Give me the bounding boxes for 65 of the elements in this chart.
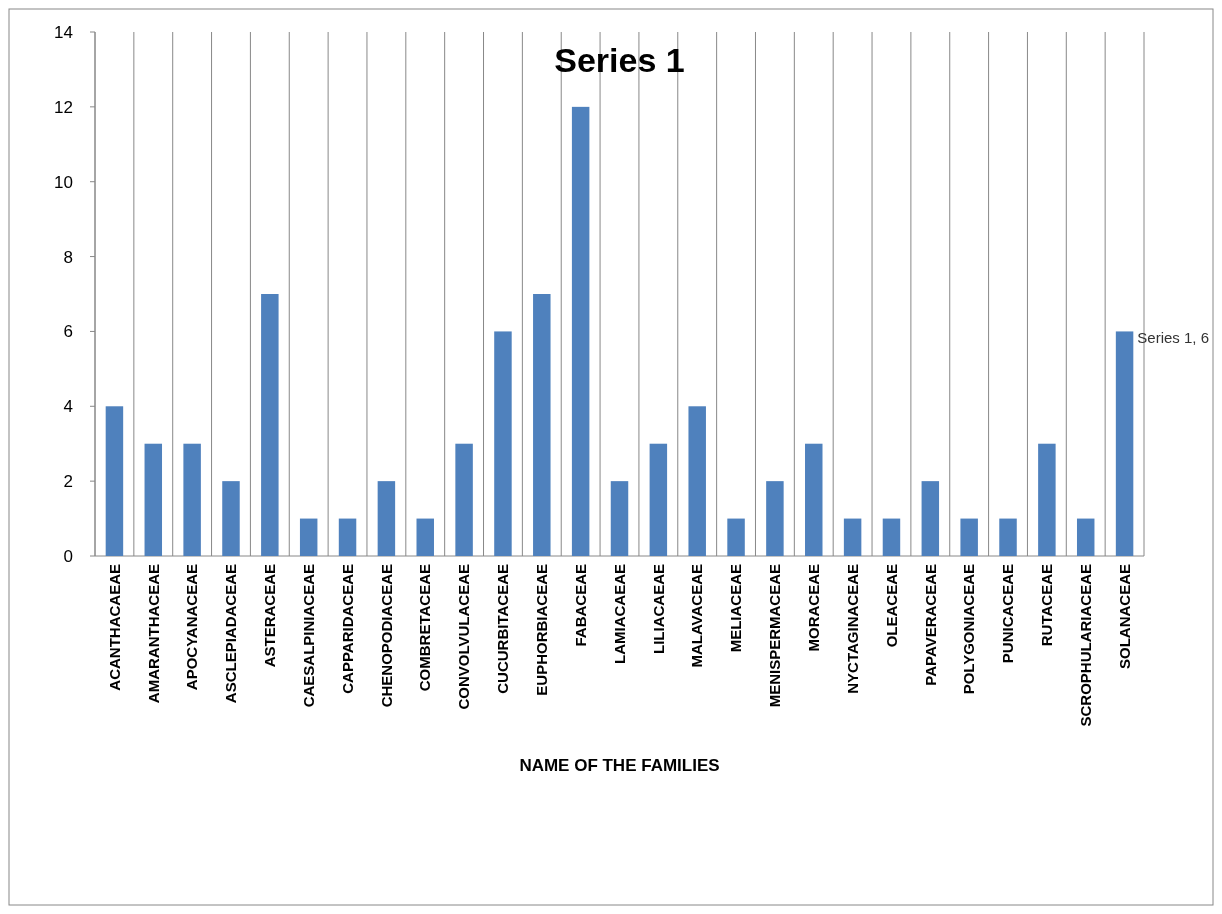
x-tick-label: PUNICACEAE	[999, 564, 1017, 664]
x-tick-label: LAMIACAEAE	[610, 564, 628, 664]
x-tick-label: MENISPERMACEAE	[766, 564, 784, 708]
x-tick-label: APOCYANACEAE	[183, 564, 201, 691]
x-tick-label: MORACEAE	[805, 564, 823, 652]
chart-title: Series 1	[554, 41, 685, 79]
bar	[843, 518, 862, 556]
x-tick-label: AMARANTHACEAE	[144, 564, 162, 704]
x-axis-title: NAME OF THE FAMILIES	[519, 756, 720, 775]
bar	[144, 443, 163, 556]
x-tick-label: EUPHORBIACEAE	[533, 564, 551, 696]
y-tick-label: 14	[54, 22, 73, 42]
bar	[610, 481, 629, 556]
bar	[105, 406, 124, 556]
bar	[261, 294, 279, 556]
bar	[921, 481, 940, 556]
bar	[805, 443, 823, 556]
bar	[222, 481, 240, 556]
x-tick-label: ASCLEPIADACEAE	[222, 564, 240, 704]
bar	[455, 443, 473, 556]
bar	[688, 406, 706, 556]
x-tick-label: PAPAVERACEAE	[921, 564, 939, 686]
bar	[377, 481, 396, 556]
x-tick-label: MALAVACEAE	[688, 564, 706, 668]
bar	[1076, 518, 1095, 556]
x-tick-label: CUCURBITACEAE	[494, 564, 512, 694]
x-tick-label: MELIACEAE	[727, 564, 745, 653]
bar	[338, 518, 357, 556]
x-tick-label: POLYGONIACEAE	[960, 564, 978, 695]
x-tick-label: ACANTHACAEAE	[105, 564, 123, 691]
y-tick-label: 4	[63, 397, 73, 417]
x-tick-label: CAESALPINIACEAE	[299, 564, 317, 708]
x-tick-label: OLEACEAE	[882, 564, 900, 648]
bar	[1115, 331, 1134, 556]
x-tick-label: CONVOLVULACEAE	[455, 564, 473, 710]
bar	[882, 518, 901, 556]
x-tick-label: RUTACEAE	[1038, 564, 1056, 647]
y-tick-label: 8	[63, 247, 73, 267]
x-tick-label: CHENOPODIACEAE	[377, 564, 395, 708]
bar	[416, 518, 434, 556]
y-tick-label: 12	[54, 97, 73, 117]
bar	[494, 331, 512, 556]
x-tick-label: CAPPARIDACEAE	[338, 564, 356, 694]
bar	[183, 443, 201, 556]
x-tick-label: NYCTAGINACEAE	[843, 564, 861, 694]
bar	[649, 443, 668, 556]
bar	[999, 518, 1017, 556]
bar	[533, 294, 551, 556]
x-tick-label: LILIACAEAE	[649, 564, 667, 654]
bar	[571, 106, 590, 556]
x-tick-label: SCROPHULARIACEAE	[1076, 564, 1094, 727]
x-tick-label: COMBRETACEAE	[416, 564, 434, 692]
y-tick-label: 6	[63, 322, 73, 342]
bar	[299, 518, 318, 556]
x-tick-label: ASTERACEAE	[261, 564, 279, 668]
x-tick-label: FABACEAE	[571, 564, 589, 647]
bar	[766, 481, 784, 556]
bar	[727, 518, 745, 556]
bar	[1038, 443, 1056, 556]
x-tick-label: SOLANACEAE	[1115, 564, 1133, 670]
bar	[960, 518, 978, 556]
annotation: Series 1, 6	[1137, 329, 1210, 347]
y-tick-label: 10	[54, 172, 73, 192]
y-tick-label: 2	[63, 472, 73, 492]
y-tick-label: 0	[63, 546, 73, 566]
